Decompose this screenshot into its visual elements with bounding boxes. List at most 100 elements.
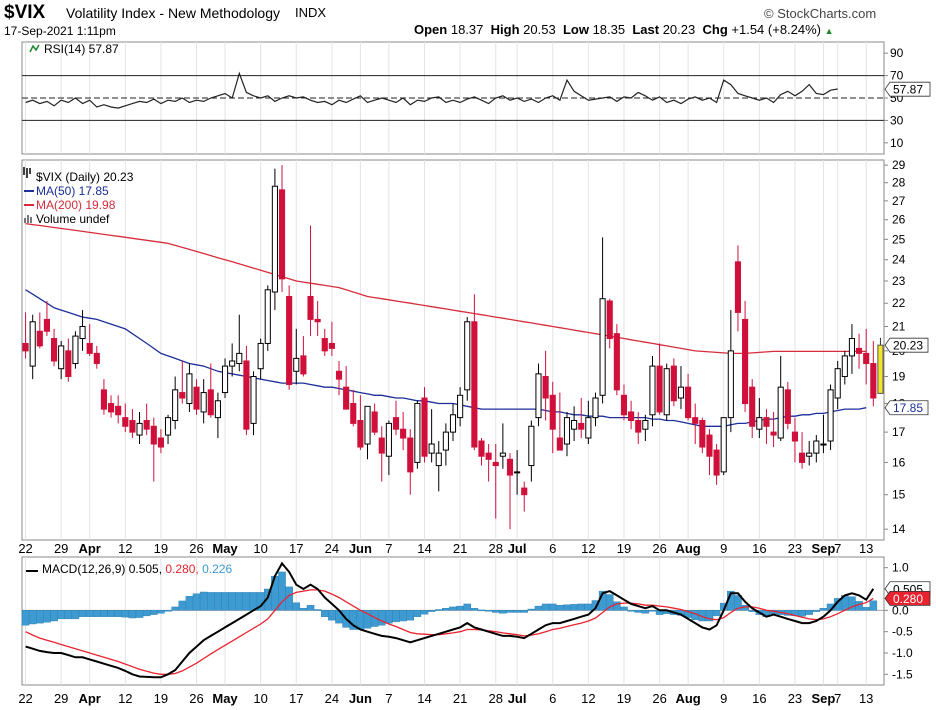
price-x-label: 6 xyxy=(549,541,556,556)
ma50-value-tag-bg xyxy=(884,400,929,416)
candle-body xyxy=(492,461,499,467)
candle-body xyxy=(157,437,164,448)
macd-histogram-bar xyxy=(534,605,543,611)
macd-histogram-bar xyxy=(449,606,457,611)
candle-body xyxy=(407,437,414,473)
macd-x-label: 24 xyxy=(325,691,339,706)
candle-body xyxy=(734,261,742,313)
low-value: 18.35 xyxy=(592,22,626,37)
price-panel-frame xyxy=(21,159,885,541)
macd-y-tick: 0.0 xyxy=(892,603,909,617)
stockcharts-brand[interactable]: © StockCharts.com xyxy=(764,6,877,21)
candle-body xyxy=(314,318,321,323)
macd-histogram-bar xyxy=(456,605,464,611)
rsi-legend: RSI(14) 57.87 xyxy=(44,42,119,56)
candle-body xyxy=(172,389,179,421)
price-x-label: 23 xyxy=(788,541,802,556)
macd-histogram-bar xyxy=(434,609,443,611)
candle-body xyxy=(29,321,36,367)
macd-legend: MACD(12,26,9) 0.505, 0.280, 0.226 xyxy=(42,562,232,576)
price-legend-symbol: $VIX (Daily) 20.23 xyxy=(36,170,134,184)
chart-symbol: $VIX xyxy=(4,2,46,23)
price-y-tick: 16 xyxy=(892,455,906,469)
quote-summary: Open 18.37 High 20.53 Low 18.35 Last 20.… xyxy=(414,22,834,37)
price-y-tick: 27 xyxy=(892,194,906,208)
macd-histogram-bar xyxy=(328,610,336,621)
candle-body xyxy=(286,295,293,385)
macd-x-label: Jun xyxy=(349,691,372,706)
candle-body xyxy=(186,373,193,405)
low-label: Low xyxy=(562,22,589,37)
candle-body xyxy=(264,289,271,344)
macd-histogram-bar xyxy=(214,592,222,611)
candle-body xyxy=(784,389,791,424)
price-y-tick: 22 xyxy=(892,296,906,310)
candle-body xyxy=(841,355,848,378)
candle-body xyxy=(43,318,50,332)
candle-body xyxy=(414,403,421,463)
macd-histogram-bar xyxy=(812,610,821,612)
rsi-legend-icon xyxy=(29,44,40,53)
macd-histogram-bar xyxy=(28,610,37,625)
macd-x-label: 7 xyxy=(834,691,841,706)
candle-body xyxy=(72,335,79,365)
candle-body xyxy=(100,389,107,410)
macd-x-label: 9 xyxy=(720,691,727,706)
candle-body xyxy=(392,417,400,430)
price-x-label: Aug xyxy=(675,541,700,556)
candle-body xyxy=(449,414,457,433)
macd-histogram-bar xyxy=(605,594,614,611)
macd-histogram-bar xyxy=(484,610,493,612)
price-x-label: 9 xyxy=(720,541,727,556)
macd-histogram-bar xyxy=(157,610,165,614)
macd-legend-value: 0.505, xyxy=(129,562,166,576)
last-price-tag-bg xyxy=(884,337,929,353)
macd-x-label: 19 xyxy=(617,691,631,706)
macd-histogram-bar xyxy=(563,604,571,611)
macd-histogram-bar xyxy=(734,595,742,611)
price-x-label: 16 xyxy=(752,541,766,556)
candle-body xyxy=(806,452,813,457)
macd-x-label: 12 xyxy=(118,691,132,706)
macd-x-label: May xyxy=(212,691,238,706)
candle-body xyxy=(670,365,677,402)
candle-body xyxy=(143,419,150,430)
candle-body xyxy=(556,437,563,451)
candle-body xyxy=(86,342,93,354)
candle-body xyxy=(499,452,506,457)
price-x-label: 19 xyxy=(617,541,631,556)
candle-body xyxy=(848,338,856,357)
macd-histogram-bar xyxy=(107,610,115,617)
candle-body xyxy=(599,298,606,396)
candle-body xyxy=(250,376,257,424)
macd-y-tick: -1.0 xyxy=(892,646,913,660)
candle-body xyxy=(421,397,428,457)
macd-histogram-bar xyxy=(235,592,244,611)
macd-histogram-bar xyxy=(185,596,194,611)
macd-histogram-bar xyxy=(164,610,172,612)
candle-body xyxy=(528,425,535,467)
rsi-last-tag: 57.87 xyxy=(893,83,923,97)
macd-y-tick: -1.5 xyxy=(892,667,913,681)
candle-body xyxy=(471,321,478,448)
candle-body xyxy=(578,422,585,430)
macd-histogram-bar xyxy=(520,610,529,613)
candle-body xyxy=(720,417,727,473)
price-y-tick: 21 xyxy=(892,319,906,333)
candle-body xyxy=(834,368,841,399)
candle-body xyxy=(357,419,364,448)
macd-x-label: Sep xyxy=(812,691,836,706)
candle-body xyxy=(478,440,485,457)
candle-body xyxy=(770,431,777,436)
candle-body xyxy=(464,321,471,391)
macd-histogram-bar xyxy=(862,607,870,611)
price-y-tick: 15 xyxy=(892,488,906,502)
price-y-tick: 23 xyxy=(892,274,906,288)
last-label: Last xyxy=(632,22,660,37)
up-arrow-icon: ▲ xyxy=(824,26,834,36)
macd-histogram-bar xyxy=(249,592,258,611)
macd-histogram-bar xyxy=(491,610,500,613)
candle-body xyxy=(50,338,58,362)
candle-body xyxy=(335,370,343,380)
